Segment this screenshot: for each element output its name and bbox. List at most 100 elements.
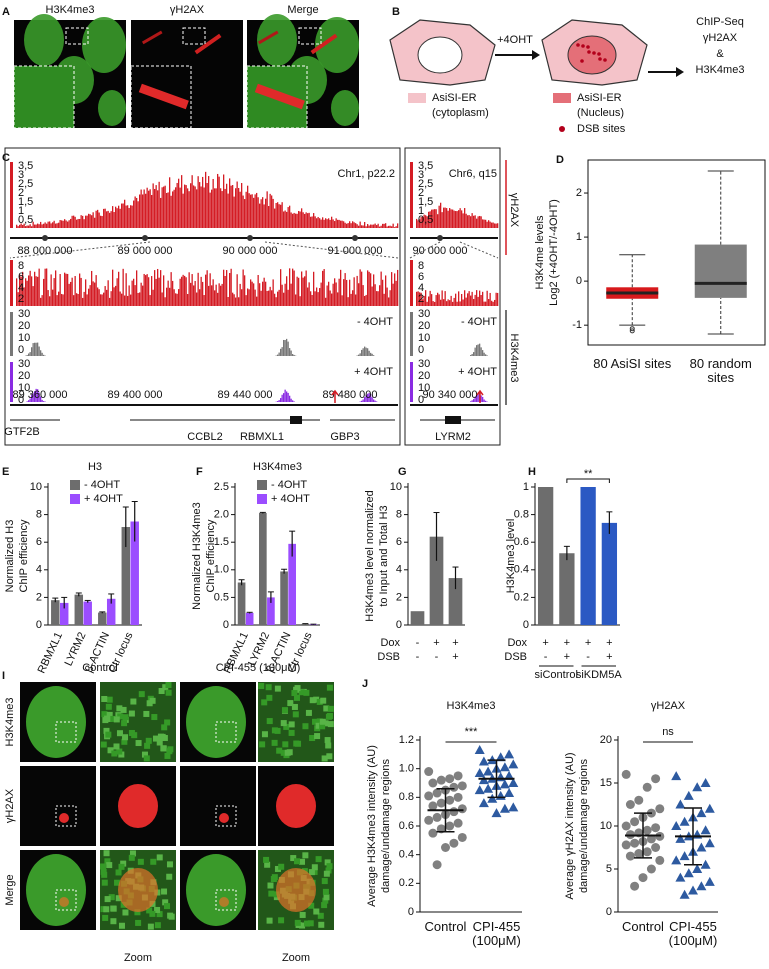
signal-track — [428, 211, 430, 228]
signal-track — [196, 292, 198, 306]
scale-label: 1 — [418, 205, 424, 217]
legend-swatch — [257, 480, 267, 490]
scale-bar — [410, 260, 413, 306]
region-label: Chr6, q15 — [449, 168, 497, 180]
chip-track — [358, 354, 360, 356]
signal-track — [94, 217, 96, 228]
chip-track — [480, 347, 482, 356]
gene — [445, 416, 461, 424]
signal-track — [485, 219, 487, 228]
signal-track — [53, 220, 55, 228]
signal-track — [52, 222, 54, 228]
signal-track — [250, 279, 252, 306]
signal-track — [179, 187, 181, 228]
point — [453, 818, 463, 828]
y-axis-label: ChIP efficiency — [205, 519, 217, 592]
signal-track — [344, 273, 346, 306]
signal-track — [193, 285, 195, 306]
texture — [258, 682, 334, 762]
scale-label: 6 — [18, 271, 24, 283]
signal-track — [94, 282, 96, 306]
signal-track — [338, 219, 340, 228]
signal-track — [473, 215, 475, 228]
signal-track — [59, 274, 61, 306]
signal-track — [175, 187, 177, 228]
signal-track — [340, 220, 342, 228]
signal-track — [43, 278, 45, 306]
box — [694, 244, 747, 298]
chip-track — [479, 343, 481, 356]
signal-track — [281, 202, 283, 228]
signal-track — [278, 204, 280, 228]
signal-track — [130, 294, 132, 306]
signal-track — [370, 224, 372, 228]
signal-track — [104, 286, 106, 306]
zoom-box — [65, 27, 89, 45]
signal-track — [32, 286, 34, 306]
signal-track — [346, 223, 348, 228]
signal-track — [310, 216, 312, 228]
y-axis-label: H3K4me3 level normalized — [364, 490, 376, 621]
signal-track — [325, 297, 327, 306]
legend-label: AsiSI-ER — [577, 92, 622, 104]
signal-track — [238, 187, 240, 228]
signal-track — [245, 295, 247, 306]
signal-track — [281, 284, 283, 306]
signal-track — [148, 190, 150, 228]
signal-track — [34, 271, 36, 306]
significance: ns — [662, 726, 674, 738]
signal-track — [50, 274, 52, 306]
signal-track — [34, 224, 36, 228]
signal-track — [49, 221, 51, 228]
signal-track — [140, 282, 142, 306]
signal-track — [266, 290, 268, 306]
point — [499, 779, 510, 789]
point — [634, 849, 644, 859]
y-tick-label: 0.4 — [514, 564, 529, 576]
dsb-dot — [587, 50, 591, 54]
chart-title: H3 — [88, 461, 102, 473]
signal-track — [277, 291, 279, 306]
signal-track — [485, 301, 487, 306]
chip-track — [371, 397, 373, 402]
signal-track — [301, 208, 303, 228]
column-header: H3K4me3 — [46, 4, 95, 16]
signal-track — [322, 217, 324, 228]
signal-track — [397, 223, 399, 228]
y-tick-label: 2.5 — [214, 481, 229, 493]
signal-track — [459, 208, 461, 228]
chip-track — [29, 398, 31, 402]
signal-track — [163, 275, 165, 306]
row-label: γH2AX — [4, 788, 16, 823]
signal-track — [334, 278, 336, 306]
signal-track — [149, 189, 151, 228]
signal-track — [143, 189, 145, 228]
damage-focus — [219, 813, 229, 823]
signal-track — [127, 295, 129, 306]
row-value: - — [416, 651, 420, 663]
y-tick-label: 0.4 — [399, 849, 414, 861]
panel-frame — [4, 147, 401, 446]
chip-track — [284, 340, 286, 356]
point — [457, 832, 467, 842]
condition-label: + 4OHT — [458, 366, 497, 378]
bar — [51, 600, 60, 625]
signal-track — [79, 273, 81, 306]
signal-track — [161, 292, 163, 306]
signal-track — [395, 226, 397, 228]
signal-track — [364, 295, 366, 306]
chip-track — [374, 400, 376, 402]
row-value: + — [564, 637, 570, 649]
chip-track — [28, 400, 30, 402]
scale-label: 30 — [18, 308, 30, 320]
signal-track — [202, 176, 204, 228]
scale-bar — [10, 362, 13, 402]
signal-track — [212, 279, 214, 306]
signal-track — [41, 224, 43, 228]
point — [675, 833, 686, 843]
axis-knob — [247, 235, 253, 241]
chip-track — [37, 389, 39, 402]
signal-track — [244, 199, 246, 228]
signal-track — [346, 279, 348, 306]
signal-track — [74, 216, 76, 228]
